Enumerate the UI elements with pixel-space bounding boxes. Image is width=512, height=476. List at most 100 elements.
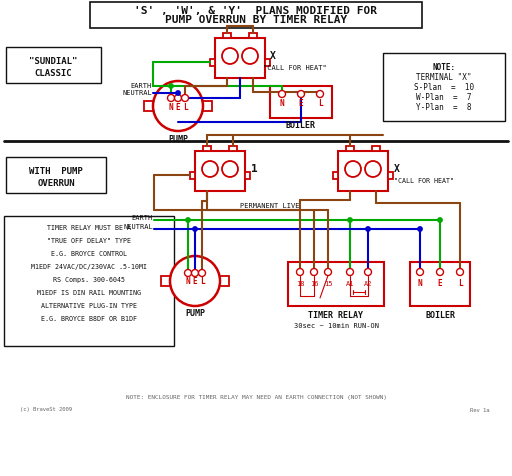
Text: TERMINAL "X": TERMINAL "X" bbox=[416, 73, 472, 82]
Text: Y-Plan  =  8: Y-Plan = 8 bbox=[416, 103, 472, 112]
Text: L: L bbox=[183, 102, 187, 111]
Text: "SUNDIAL": "SUNDIAL" bbox=[29, 58, 77, 67]
Circle shape bbox=[202, 161, 218, 177]
Circle shape bbox=[191, 269, 199, 277]
Text: NOTE: ENCLOSURE FOR TIMER RELAY MAY NEED AN EARTH CONNECTION (NOT SHOWN): NOTE: ENCLOSURE FOR TIMER RELAY MAY NEED… bbox=[125, 396, 387, 400]
Text: BOILER: BOILER bbox=[286, 121, 316, 130]
Circle shape bbox=[175, 95, 181, 101]
Text: 18: 18 bbox=[296, 281, 304, 287]
Bar bbox=[265, 59, 270, 66]
Text: RS Comps. 300-6045: RS Comps. 300-6045 bbox=[53, 277, 125, 283]
Text: "CALL FOR HEAT": "CALL FOR HEAT" bbox=[263, 65, 327, 71]
Circle shape bbox=[310, 268, 317, 276]
Bar bbox=[161, 276, 171, 286]
Bar bbox=[346, 146, 354, 151]
Text: ALTERNATIVE PLUG-IN TYPE: ALTERNATIVE PLUG-IN TYPE bbox=[41, 303, 137, 309]
Bar bbox=[288, 262, 384, 306]
Text: "CALL FOR HEAT": "CALL FOR HEAT" bbox=[394, 178, 454, 184]
Text: L: L bbox=[458, 279, 462, 288]
Circle shape bbox=[193, 227, 197, 231]
Text: OVERRUN: OVERRUN bbox=[37, 178, 75, 188]
Bar bbox=[195, 151, 245, 191]
Text: S-Plan  =  10: S-Plan = 10 bbox=[414, 83, 474, 92]
Text: Rev 1a: Rev 1a bbox=[471, 407, 490, 413]
Text: TIMER RELAY: TIMER RELAY bbox=[309, 311, 364, 320]
Text: E.G. BROYCE CONTROL: E.G. BROYCE CONTROL bbox=[51, 251, 127, 257]
Text: E: E bbox=[438, 279, 442, 288]
Circle shape bbox=[242, 48, 258, 64]
Bar bbox=[223, 33, 231, 38]
Text: N: N bbox=[280, 99, 284, 109]
Bar bbox=[4, 216, 174, 346]
Text: N: N bbox=[186, 278, 190, 287]
Text: N: N bbox=[418, 279, 422, 288]
Text: A1: A1 bbox=[346, 281, 354, 287]
Text: EARTH: EARTH bbox=[131, 83, 152, 89]
Text: 'S' , 'W', & 'Y'  PLANS MODIFIED FOR: 'S' , 'W', & 'Y' PLANS MODIFIED FOR bbox=[135, 6, 377, 16]
Text: E: E bbox=[176, 102, 180, 111]
Bar bbox=[338, 151, 388, 191]
Circle shape bbox=[222, 161, 238, 177]
Text: NEUTRAL: NEUTRAL bbox=[123, 224, 153, 230]
Bar bbox=[215, 38, 265, 78]
Bar bbox=[410, 262, 470, 306]
Text: L: L bbox=[317, 99, 323, 109]
Text: (c) BraveSt 2009: (c) BraveSt 2009 bbox=[20, 407, 72, 413]
Bar bbox=[144, 101, 154, 111]
Text: CLASSIC: CLASSIC bbox=[34, 69, 72, 78]
Bar bbox=[202, 101, 212, 111]
Circle shape bbox=[345, 161, 361, 177]
Bar bbox=[388, 172, 393, 179]
Text: X: X bbox=[270, 51, 276, 61]
Circle shape bbox=[222, 48, 238, 64]
Bar bbox=[203, 146, 211, 151]
Text: BOILER: BOILER bbox=[425, 311, 455, 320]
Circle shape bbox=[437, 268, 443, 276]
Text: A2: A2 bbox=[364, 281, 372, 287]
Text: L: L bbox=[200, 278, 204, 287]
Circle shape bbox=[199, 269, 205, 277]
Circle shape bbox=[438, 218, 442, 222]
Circle shape bbox=[186, 218, 190, 222]
Circle shape bbox=[167, 95, 175, 101]
Circle shape bbox=[365, 268, 372, 276]
Text: TIMER RELAY MUST BE A: TIMER RELAY MUST BE A bbox=[47, 225, 131, 231]
Circle shape bbox=[366, 227, 370, 231]
Bar bbox=[270, 86, 332, 118]
Circle shape bbox=[325, 268, 331, 276]
Bar bbox=[6, 47, 101, 83]
Bar bbox=[249, 33, 257, 38]
Text: EARTH: EARTH bbox=[132, 215, 153, 221]
Text: NOTE:: NOTE: bbox=[433, 63, 456, 72]
Text: 1: 1 bbox=[251, 164, 258, 174]
Bar bbox=[229, 146, 237, 151]
Circle shape bbox=[169, 84, 173, 88]
Circle shape bbox=[170, 256, 220, 306]
Text: M1EDF IS DIN RAIL MOUNTING: M1EDF IS DIN RAIL MOUNTING bbox=[37, 290, 141, 296]
Bar bbox=[210, 59, 215, 66]
Circle shape bbox=[416, 268, 423, 276]
Text: E: E bbox=[298, 99, 303, 109]
Circle shape bbox=[316, 90, 324, 98]
Text: NEUTRAL: NEUTRAL bbox=[122, 90, 152, 96]
Text: E: E bbox=[193, 278, 197, 287]
Circle shape bbox=[365, 161, 381, 177]
Text: PUMP: PUMP bbox=[185, 309, 205, 318]
Circle shape bbox=[153, 81, 203, 131]
Circle shape bbox=[279, 90, 286, 98]
Text: X: X bbox=[394, 164, 400, 174]
Text: PERMANENT LIVE: PERMANENT LIVE bbox=[240, 203, 300, 209]
Bar bbox=[383, 53, 505, 121]
Circle shape bbox=[296, 268, 304, 276]
Circle shape bbox=[297, 90, 305, 98]
Text: 15: 15 bbox=[324, 281, 332, 287]
Bar bbox=[372, 146, 380, 151]
Circle shape bbox=[457, 268, 463, 276]
Circle shape bbox=[347, 268, 353, 276]
Text: N: N bbox=[168, 102, 174, 111]
Bar bbox=[333, 172, 338, 179]
Circle shape bbox=[184, 269, 191, 277]
Text: W-Plan  =  7: W-Plan = 7 bbox=[416, 93, 472, 102]
Bar bbox=[219, 276, 229, 286]
Text: M1EDF 24VAC/DC/230VAC .5-10MI: M1EDF 24VAC/DC/230VAC .5-10MI bbox=[31, 264, 147, 270]
